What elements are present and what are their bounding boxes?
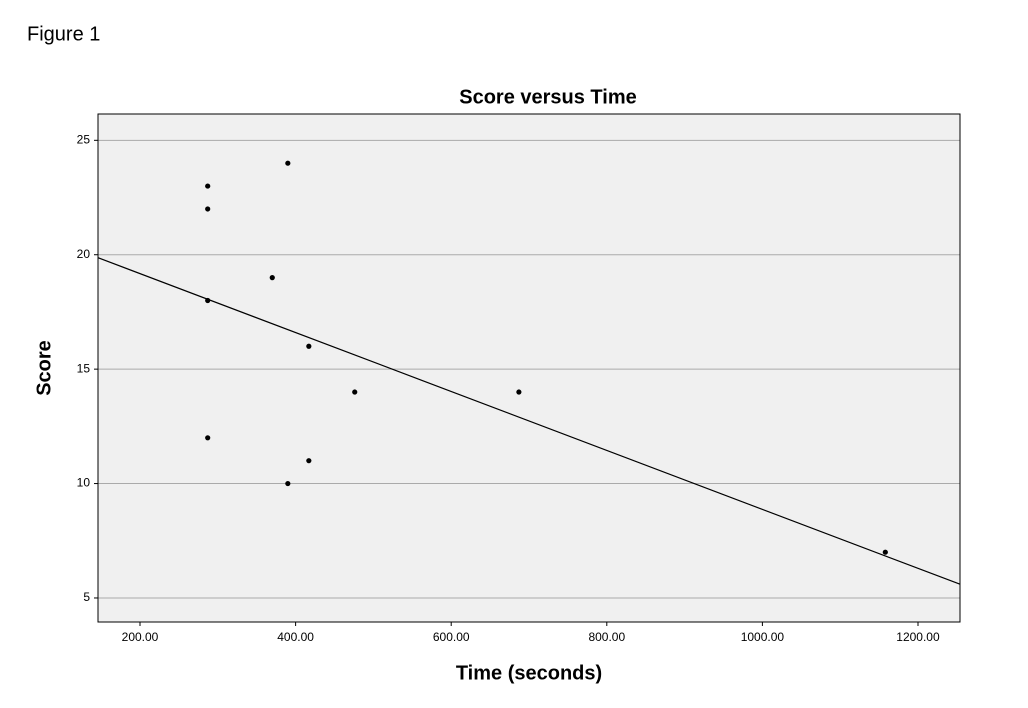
data-point xyxy=(205,183,211,189)
fit-line xyxy=(97,257,961,585)
y-tick-label: 20 xyxy=(77,247,91,261)
figure-label: Figure 1 xyxy=(27,23,100,45)
x-tick-label: 200.00 xyxy=(122,630,159,644)
chart-title: Score versus Time xyxy=(459,86,637,108)
y-tick-label: 5 xyxy=(83,590,90,604)
plot-area xyxy=(98,114,960,622)
data-point xyxy=(516,389,522,395)
data-point xyxy=(306,458,312,464)
data-point xyxy=(285,160,291,166)
x-tick-label: 800.00 xyxy=(588,630,625,644)
data-point xyxy=(352,389,358,395)
data-point xyxy=(205,206,211,212)
y-tick-label: 25 xyxy=(77,132,91,146)
data-point xyxy=(205,297,211,304)
data-point xyxy=(306,343,312,349)
data-point xyxy=(205,435,211,441)
x-axis-label: Time (seconds) xyxy=(456,662,602,684)
x-tick-label: 600.00 xyxy=(433,630,470,644)
plot-frame xyxy=(97,113,961,623)
x-tick-label: 400.00 xyxy=(277,630,314,644)
data-point xyxy=(285,480,291,487)
y-tick-label: 10 xyxy=(77,476,91,490)
x-tick-label: 1000.00 xyxy=(741,630,785,644)
y-tick-label: 15 xyxy=(77,361,91,375)
data-point xyxy=(882,549,888,555)
data-point xyxy=(269,275,275,281)
x-tick-label: 1200.00 xyxy=(896,630,940,644)
y-axis-label: Score xyxy=(33,340,55,396)
